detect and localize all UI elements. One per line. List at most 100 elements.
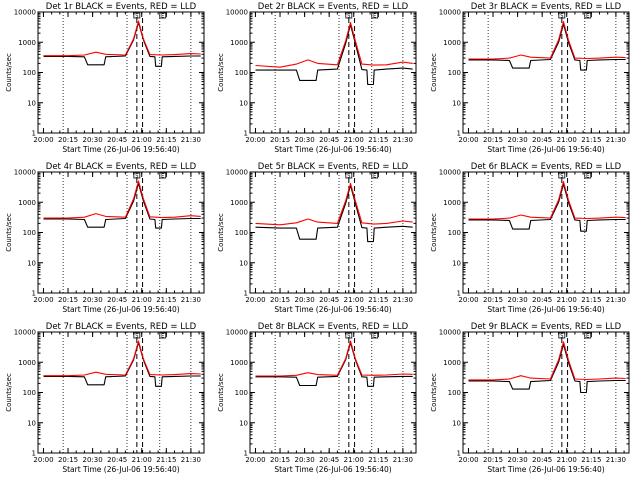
end-marker-box	[159, 12, 167, 19]
x-tick-label: 20:30	[295, 456, 315, 464]
panel-title: Det 3r BLACK = Events, RED = LLD	[471, 2, 622, 12]
start-marker-box	[345, 172, 353, 179]
x-tick-label: 20:30	[508, 296, 528, 304]
start-marker-box	[558, 172, 566, 179]
x-tick-label: 20:15	[58, 296, 78, 304]
y-tick-label: 1000	[18, 359, 36, 367]
y-tick-label: 1000	[443, 199, 461, 207]
end-marker-box	[584, 172, 592, 179]
y-tick-label: 100	[235, 69, 248, 77]
x-tick-label: 21:00	[132, 296, 152, 304]
end-marker-label: E	[373, 334, 376, 340]
y-tick-label: 100	[23, 389, 36, 397]
lld-series-line	[468, 341, 626, 381]
y-tick-label: 1	[244, 450, 248, 458]
y-tick-label: 10000	[14, 169, 36, 177]
start-marker-label: S	[135, 14, 138, 20]
y-tick-label: 10000	[14, 9, 36, 17]
x-axis-label: Start Time (26-Jul-06 19:56:40)	[62, 145, 179, 154]
end-marker-box	[371, 12, 379, 19]
panel-title: Det 6r BLACK = Events, RED = LLD	[471, 162, 622, 172]
y-tick-label: 10	[452, 419, 461, 427]
x-tick-label: 20:15	[270, 456, 290, 464]
y-axis-label: Counts/sec	[5, 213, 13, 252]
start-marker-label: S	[135, 174, 138, 180]
x-tick-label: 20:15	[483, 296, 503, 304]
y-axis-label: Counts/sec	[5, 53, 13, 92]
y-tick-label: 10000	[439, 329, 461, 337]
x-tick-label: 20:45	[107, 456, 127, 464]
x-tick-label: 20:00	[33, 136, 53, 144]
x-tick-label: 21:00	[557, 456, 577, 464]
x-tick-label: 21:30	[606, 296, 626, 304]
start-marker-label: S	[347, 334, 350, 340]
lld-series-line	[255, 21, 413, 68]
x-tick-label: 21:00	[132, 136, 152, 144]
detector-panel: Det 5r BLACK = Events, RED = LLD Counts/s…	[217, 162, 417, 314]
x-tick-label: 20:45	[319, 136, 339, 144]
events-series-line	[255, 184, 413, 243]
x-tick-label: 20:45	[532, 296, 552, 304]
end-marker-label: E	[161, 14, 164, 20]
events-series-line	[43, 182, 201, 229]
start-marker-box	[133, 332, 141, 339]
y-tick-label: 1000	[443, 359, 461, 367]
x-axis-label: Start Time (26-Jul-06 19:56:40)	[274, 305, 391, 314]
x-tick-label: 21:30	[181, 136, 201, 144]
y-tick-label: 1000	[443, 39, 461, 47]
events-series-line	[43, 341, 201, 387]
y-axis-label: Counts/sec	[5, 373, 13, 412]
x-axis-label: Start Time (26-Jul-06 19:56:40)	[274, 145, 391, 154]
events-series-line	[255, 342, 413, 387]
x-tick-label: 20:45	[532, 456, 552, 464]
detector-panel: Det 8r BLACK = Events, RED = LLD Counts/s…	[217, 322, 417, 474]
x-tick-label: 21:30	[606, 456, 626, 464]
panel-title: Det 1r BLACK = Events, RED = LLD	[46, 2, 197, 12]
y-tick-label: 10	[27, 259, 36, 267]
x-tick-label: 20:00	[33, 456, 53, 464]
y-tick-label: 10	[239, 419, 248, 427]
x-tick-label: 21:15	[156, 456, 176, 464]
y-axis-label: Counts/sec	[430, 213, 438, 252]
x-axis-label: Start Time (26-Jul-06 19:56:40)	[487, 145, 604, 154]
y-tick-label: 10	[452, 259, 461, 267]
y-tick-label: 1	[32, 130, 36, 138]
detector-panel: Det 1r BLACK = Events, RED = LLD Counts/s…	[5, 2, 205, 154]
x-tick-label: 21:30	[181, 456, 201, 464]
end-marker-box	[584, 12, 592, 19]
x-tick-label: 20:00	[458, 456, 478, 464]
y-axis-label: Counts/sec	[430, 373, 438, 412]
end-marker-label: E	[586, 174, 589, 180]
y-tick-label: 100	[23, 69, 36, 77]
lld-series-line	[43, 340, 201, 377]
events-series-line	[468, 343, 626, 394]
x-tick-label: 21:00	[344, 456, 364, 464]
lld-series-line	[255, 340, 413, 377]
x-tick-label: 20:45	[532, 136, 552, 144]
end-marker-label: E	[161, 334, 164, 340]
panel-title: Det 8r BLACK = Events, RED = LLD	[258, 322, 409, 332]
x-tick-label: 21:30	[393, 296, 413, 304]
y-tick-label: 10000	[226, 329, 248, 337]
x-axis-label: Start Time (26-Jul-06 19:56:40)	[62, 305, 179, 314]
lld-series-line	[255, 182, 413, 226]
events-series-line	[468, 23, 626, 71]
start-marker-label: S	[135, 334, 138, 340]
end-marker-label: E	[161, 174, 164, 180]
x-tick-label: 20:00	[245, 456, 265, 464]
start-marker-box	[345, 332, 353, 339]
y-axis-label: Counts/sec	[430, 53, 438, 92]
detector-panel: Det 4r BLACK = Events, RED = LLD Counts/s…	[5, 162, 205, 314]
y-tick-label: 1000	[18, 39, 36, 47]
x-tick-label: 21:30	[181, 296, 201, 304]
x-tick-label: 21:15	[368, 136, 388, 144]
start-marker-box	[133, 12, 141, 19]
y-tick-label: 10000	[439, 169, 461, 177]
y-tick-label: 10	[452, 99, 461, 107]
x-tick-label: 20:30	[508, 456, 528, 464]
y-tick-label: 10000	[439, 9, 461, 17]
x-tick-label: 21:30	[393, 456, 413, 464]
panel-title: Det 4r BLACK = Events, RED = LLD	[46, 162, 197, 172]
y-tick-label: 1000	[230, 199, 248, 207]
x-tick-label: 21:15	[368, 296, 388, 304]
